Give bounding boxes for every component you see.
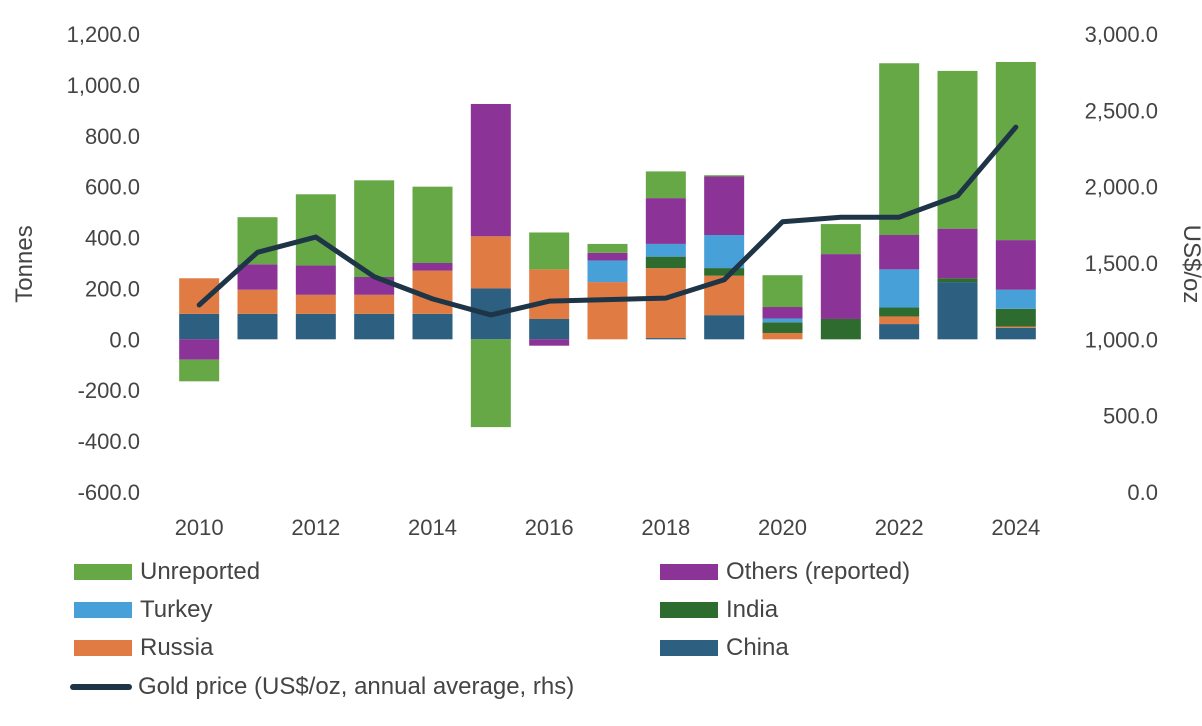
bar-unreported-2012 bbox=[295, 194, 336, 266]
y2-axis-title: US$/oz bbox=[1178, 225, 1202, 304]
left-axis-ticks: -600.0 -400.0 -200.0 0.0 200.0 400.0 600.0 800.… bbox=[67, 22, 140, 505]
y2-tick-label: 3,000.0 bbox=[1085, 22, 1158, 47]
y2-tick-label: 1,000.0 bbox=[1085, 327, 1158, 352]
bar-others-reported-2021 bbox=[820, 254, 861, 319]
bar-others-reported-2015 bbox=[470, 103, 511, 237]
line-layer bbox=[196, 124, 1019, 318]
bar-india-2021 bbox=[820, 318, 861, 340]
bar-china-2013 bbox=[354, 313, 395, 340]
bar-others-reported-2011 bbox=[237, 264, 278, 290]
y2-tick-label: 2,000.0 bbox=[1085, 175, 1158, 200]
x-axis-ticks: 2010 2012 2014 2016 2018 2020 2022 2024 bbox=[175, 515, 1041, 540]
bar-russia-2016 bbox=[529, 269, 570, 319]
y-tick-label: 200.0 bbox=[85, 276, 140, 301]
bar-unreported-2015 bbox=[470, 339, 511, 428]
bar-others-reported-2020 bbox=[762, 307, 803, 319]
bar-russia-2012 bbox=[295, 294, 336, 314]
y-tick-label: -200.0 bbox=[78, 378, 140, 403]
bar-india-2020 bbox=[762, 322, 803, 333]
right-axis-ticks: 0.0 500.0 1,000.0 1,500.0 2,000.0 2,500.0 3,00… bbox=[1085, 22, 1158, 505]
bar-china-2011 bbox=[237, 313, 278, 340]
bar-india-2022 bbox=[879, 307, 920, 317]
bar-china-2010 bbox=[179, 313, 220, 340]
bar-others-reported-2016 bbox=[529, 339, 570, 346]
bar-others-reported-2017 bbox=[587, 252, 628, 261]
y-tick-label: 1,200.0 bbox=[67, 22, 140, 47]
y-tick-label: 600.0 bbox=[85, 175, 140, 200]
bar-russia-2020 bbox=[762, 332, 803, 340]
bar-russia-2013 bbox=[354, 294, 395, 314]
bar-turkey-2024 bbox=[995, 289, 1036, 309]
bar-turkey-2018 bbox=[645, 243, 686, 257]
bar-unreported-2021 bbox=[820, 224, 861, 255]
bar-turkey-2017 bbox=[587, 260, 628, 283]
bar-unreported-2020 bbox=[762, 275, 803, 308]
y-axis-title: Tonnes bbox=[11, 225, 38, 302]
y2-tick-label: 500.0 bbox=[1103, 404, 1158, 429]
y-tick-label: 400.0 bbox=[85, 226, 140, 251]
bar-unreported-2010 bbox=[179, 359, 220, 382]
bar-china-2022 bbox=[879, 324, 920, 340]
bar-india-2024 bbox=[995, 308, 1036, 327]
x-tick-label: 2020 bbox=[758, 515, 807, 540]
bar-unreported-2018 bbox=[645, 171, 686, 199]
y2-tick-label: 2,500.0 bbox=[1085, 98, 1158, 123]
y-tick-label: 800.0 bbox=[85, 124, 140, 149]
bar-unreported-2022 bbox=[879, 63, 920, 236]
y-tick-label: 1,000.0 bbox=[67, 73, 140, 98]
bar-unreported-2013 bbox=[354, 180, 395, 277]
x-tick-label: 2022 bbox=[875, 515, 924, 540]
bar-russia-2017 bbox=[587, 282, 628, 340]
bar-others-reported-2010 bbox=[179, 339, 220, 360]
bar-unreported-2011 bbox=[237, 217, 278, 265]
y-tick-label: -400.0 bbox=[78, 429, 140, 454]
bar-russia-2011 bbox=[237, 289, 278, 314]
bar-turkey-2020 bbox=[762, 318, 803, 323]
x-tick-label: 2018 bbox=[641, 515, 690, 540]
x-tick-label: 2024 bbox=[991, 515, 1040, 540]
bar-india-2019 bbox=[704, 268, 745, 276]
bar-unreported-2023 bbox=[937, 70, 978, 229]
bar-china-2012 bbox=[295, 313, 336, 340]
bar-china-2018 bbox=[645, 338, 686, 340]
bar-unreported-2014 bbox=[412, 186, 453, 263]
bar-china-2016 bbox=[529, 318, 570, 340]
bar-russia-2018 bbox=[645, 268, 686, 339]
gold-price-line bbox=[196, 124, 1019, 318]
x-tick-label: 2012 bbox=[291, 515, 340, 540]
bar-others-reported-2018 bbox=[645, 198, 686, 244]
bar-china-2024 bbox=[995, 327, 1036, 340]
bar-others-reported-2014 bbox=[412, 263, 453, 271]
x-tick-label: 2016 bbox=[525, 515, 574, 540]
y-tick-label: -600.0 bbox=[78, 480, 140, 505]
x-tick-label: 2010 bbox=[175, 515, 224, 540]
y-tick-label: 0.0 bbox=[109, 327, 140, 352]
bar-russia-2015 bbox=[470, 236, 511, 289]
bar-india-2018 bbox=[645, 256, 686, 269]
y2-tick-label: 1,500.0 bbox=[1085, 251, 1158, 276]
bar-russia-2010 bbox=[179, 278, 220, 314]
bar-unreported-2016 bbox=[529, 232, 570, 270]
bar-turkey-2022 bbox=[879, 269, 920, 308]
bar-unreported-2017 bbox=[587, 243, 628, 253]
bar-unreported-2024 bbox=[995, 61, 1036, 241]
x-tick-label: 2014 bbox=[408, 515, 457, 540]
bar-unreported-2019 bbox=[704, 175, 745, 177]
bar-others-reported-2024 bbox=[995, 240, 1036, 290]
bar-china-2023 bbox=[937, 282, 978, 340]
bar-others-reported-2019 bbox=[704, 176, 745, 236]
bar-china-2014 bbox=[412, 313, 453, 340]
bar-russia-2022 bbox=[879, 316, 920, 325]
bar-china-2019 bbox=[704, 315, 745, 340]
y2-tick-label: 0.0 bbox=[1127, 480, 1158, 505]
bar-india-2023 bbox=[937, 278, 978, 283]
bar-others-reported-2022 bbox=[879, 235, 920, 270]
bar-turkey-2019 bbox=[704, 235, 745, 269]
bar-others-reported-2012 bbox=[295, 265, 336, 295]
bar-russia-2024 bbox=[995, 326, 1036, 328]
bar-others-reported-2023 bbox=[937, 228, 978, 279]
bar-layer bbox=[179, 61, 1036, 428]
